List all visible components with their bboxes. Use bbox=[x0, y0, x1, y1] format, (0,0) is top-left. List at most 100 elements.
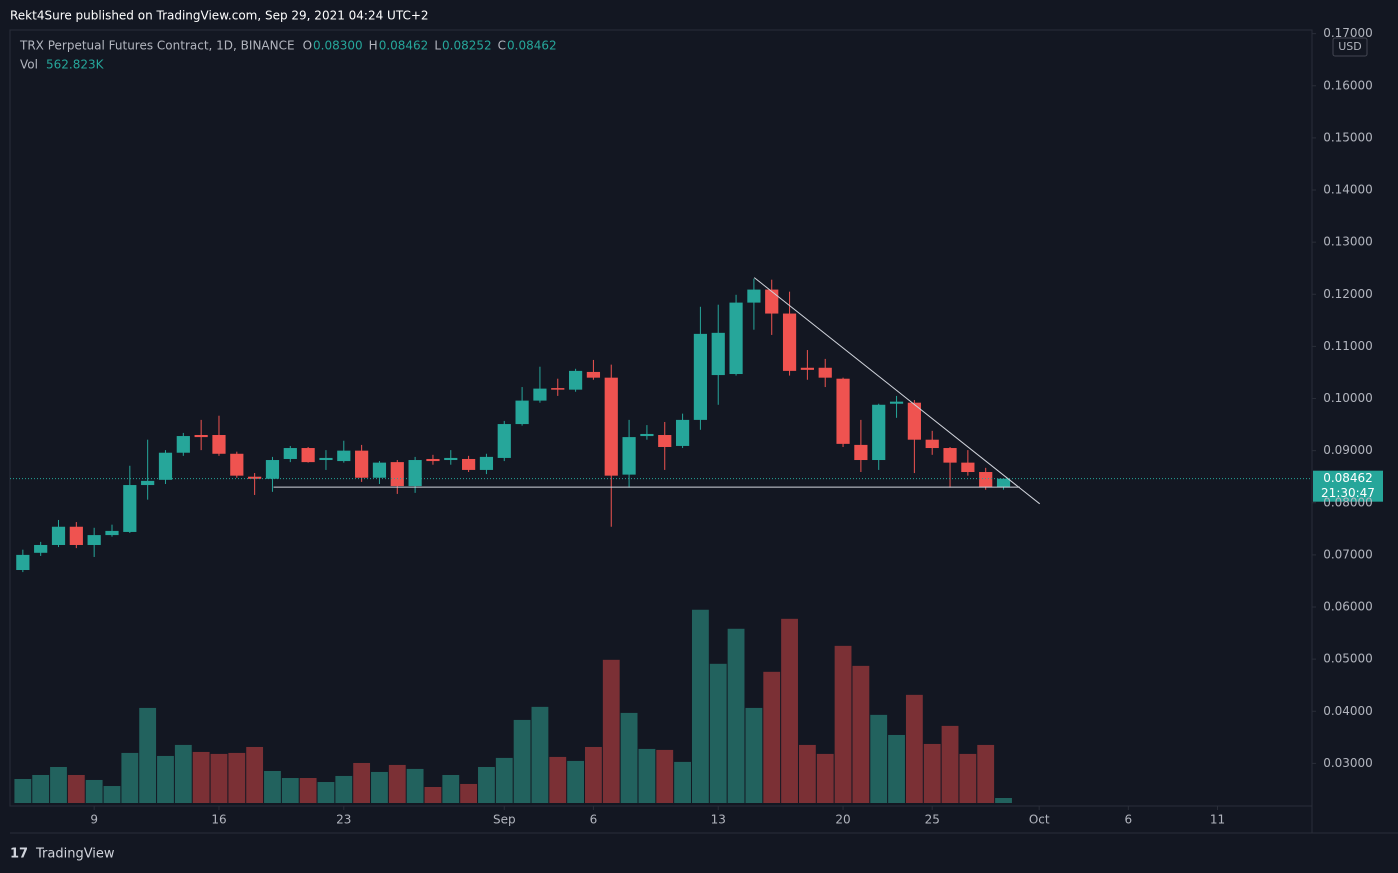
y-tick-label: 0.13000 bbox=[1323, 235, 1373, 249]
volume-bar bbox=[460, 783, 478, 803]
trendline bbox=[753, 277, 1041, 505]
volume-bar bbox=[121, 752, 139, 803]
candle-body bbox=[854, 444, 868, 461]
volume-value: 562.823K bbox=[46, 58, 105, 72]
candle-body bbox=[248, 476, 262, 479]
volume-bar bbox=[585, 746, 602, 803]
candle-body bbox=[462, 458, 476, 470]
volume-bar bbox=[442, 774, 460, 803]
volume-bar bbox=[50, 766, 67, 803]
y-tick-label: 0.14000 bbox=[1323, 183, 1373, 197]
candle-body bbox=[943, 448, 957, 463]
candle-body bbox=[372, 462, 387, 478]
candle-body bbox=[675, 419, 690, 446]
currency: USD bbox=[1338, 40, 1362, 53]
candle-body bbox=[800, 367, 814, 370]
volume-bar bbox=[85, 779, 103, 803]
volume-bar bbox=[602, 659, 620, 803]
candle-body bbox=[87, 535, 101, 545]
candle-body bbox=[604, 377, 618, 476]
volume-bar bbox=[246, 746, 264, 803]
candle-body bbox=[658, 435, 672, 447]
candle-body bbox=[782, 313, 797, 371]
y-tick-label: 0.10000 bbox=[1323, 391, 1373, 405]
candle-body bbox=[818, 367, 832, 378]
candle-body bbox=[69, 526, 83, 545]
y-tick-label: 0.06000 bbox=[1323, 600, 1373, 614]
brand: TradingView bbox=[35, 847, 115, 862]
volume-bar bbox=[834, 645, 852, 803]
legend-key: O bbox=[303, 39, 312, 53]
candle-body bbox=[283, 448, 297, 459]
volume-bar bbox=[923, 743, 941, 803]
y-tick-label: 0.16000 bbox=[1323, 78, 1373, 92]
candle-body bbox=[34, 544, 48, 553]
candle-body bbox=[497, 424, 511, 458]
volume-bar bbox=[371, 771, 388, 803]
candle-body bbox=[622, 437, 636, 475]
legend-value: 0.08462 bbox=[507, 39, 557, 53]
volume-bar bbox=[264, 770, 281, 803]
volume-bar bbox=[281, 778, 299, 803]
volume-bar bbox=[531, 706, 549, 803]
currency-box bbox=[1332, 37, 1368, 57]
volume-bar bbox=[139, 707, 157, 803]
publish-header: Rekt4Sure published on TradingView.com, … bbox=[10, 9, 429, 23]
candle-body bbox=[212, 435, 226, 454]
volume-bar bbox=[745, 707, 763, 803]
candle-body bbox=[586, 371, 601, 378]
volume-bar bbox=[727, 628, 745, 803]
candle-body bbox=[479, 456, 494, 470]
candle-body bbox=[265, 460, 280, 479]
x-tick-label: 23 bbox=[336, 813, 351, 827]
candle-body bbox=[979, 472, 993, 488]
candle-body bbox=[426, 458, 440, 462]
candle-body bbox=[640, 433, 654, 437]
volume-name: Vol bbox=[20, 58, 38, 72]
volume-bar bbox=[513, 719, 531, 803]
legend-key: C bbox=[498, 39, 506, 53]
legend-value: 0.08300 bbox=[313, 39, 363, 53]
candle-body bbox=[230, 453, 244, 476]
volume-bar bbox=[32, 774, 50, 803]
volume-bar bbox=[210, 753, 228, 803]
volume-bar bbox=[299, 778, 317, 803]
last-price-tag bbox=[1313, 470, 1383, 502]
volume-bar bbox=[691, 609, 709, 803]
plot-area bbox=[9, 29, 1313, 807]
candle-body bbox=[568, 370, 583, 390]
candle-body bbox=[925, 439, 939, 449]
candle-body bbox=[319, 457, 333, 461]
volume-bar bbox=[388, 764, 406, 803]
candle-body bbox=[123, 485, 137, 532]
volume-bar bbox=[781, 618, 798, 803]
y-tick-label: 0.12000 bbox=[1323, 287, 1373, 301]
candle-body bbox=[551, 388, 565, 390]
volume-bar bbox=[549, 756, 567, 803]
volume-bar bbox=[228, 752, 246, 803]
countdown: 21:30:47 bbox=[1321, 486, 1375, 500]
candle-body bbox=[836, 378, 850, 444]
symbol-title: TRX Perpetual Futures Contract, 1D, BINA… bbox=[19, 39, 295, 53]
volume-bar bbox=[478, 766, 495, 803]
x-tick-label: 13 bbox=[711, 813, 726, 827]
legend-key: H bbox=[369, 39, 378, 53]
candle-body bbox=[907, 402, 921, 440]
volume-bar bbox=[905, 694, 923, 803]
candle-body bbox=[51, 526, 66, 545]
candle-body bbox=[408, 460, 422, 487]
candle-body bbox=[872, 404, 886, 461]
volume-bar bbox=[335, 775, 353, 803]
y-tick-label: 0.17000 bbox=[1323, 26, 1373, 40]
legend-value: 0.08252 bbox=[442, 39, 492, 53]
volume-bar bbox=[317, 782, 335, 803]
y-tick-label: 0.05000 bbox=[1323, 652, 1373, 666]
x-tick-label: 16 bbox=[211, 813, 226, 827]
logo-icon: 17 bbox=[10, 847, 28, 862]
volume-bar bbox=[959, 753, 977, 803]
y-tick-label: 0.09000 bbox=[1323, 443, 1373, 457]
volume-bar bbox=[103, 786, 121, 803]
volume-bar bbox=[709, 663, 727, 803]
candle-body bbox=[729, 302, 743, 375]
